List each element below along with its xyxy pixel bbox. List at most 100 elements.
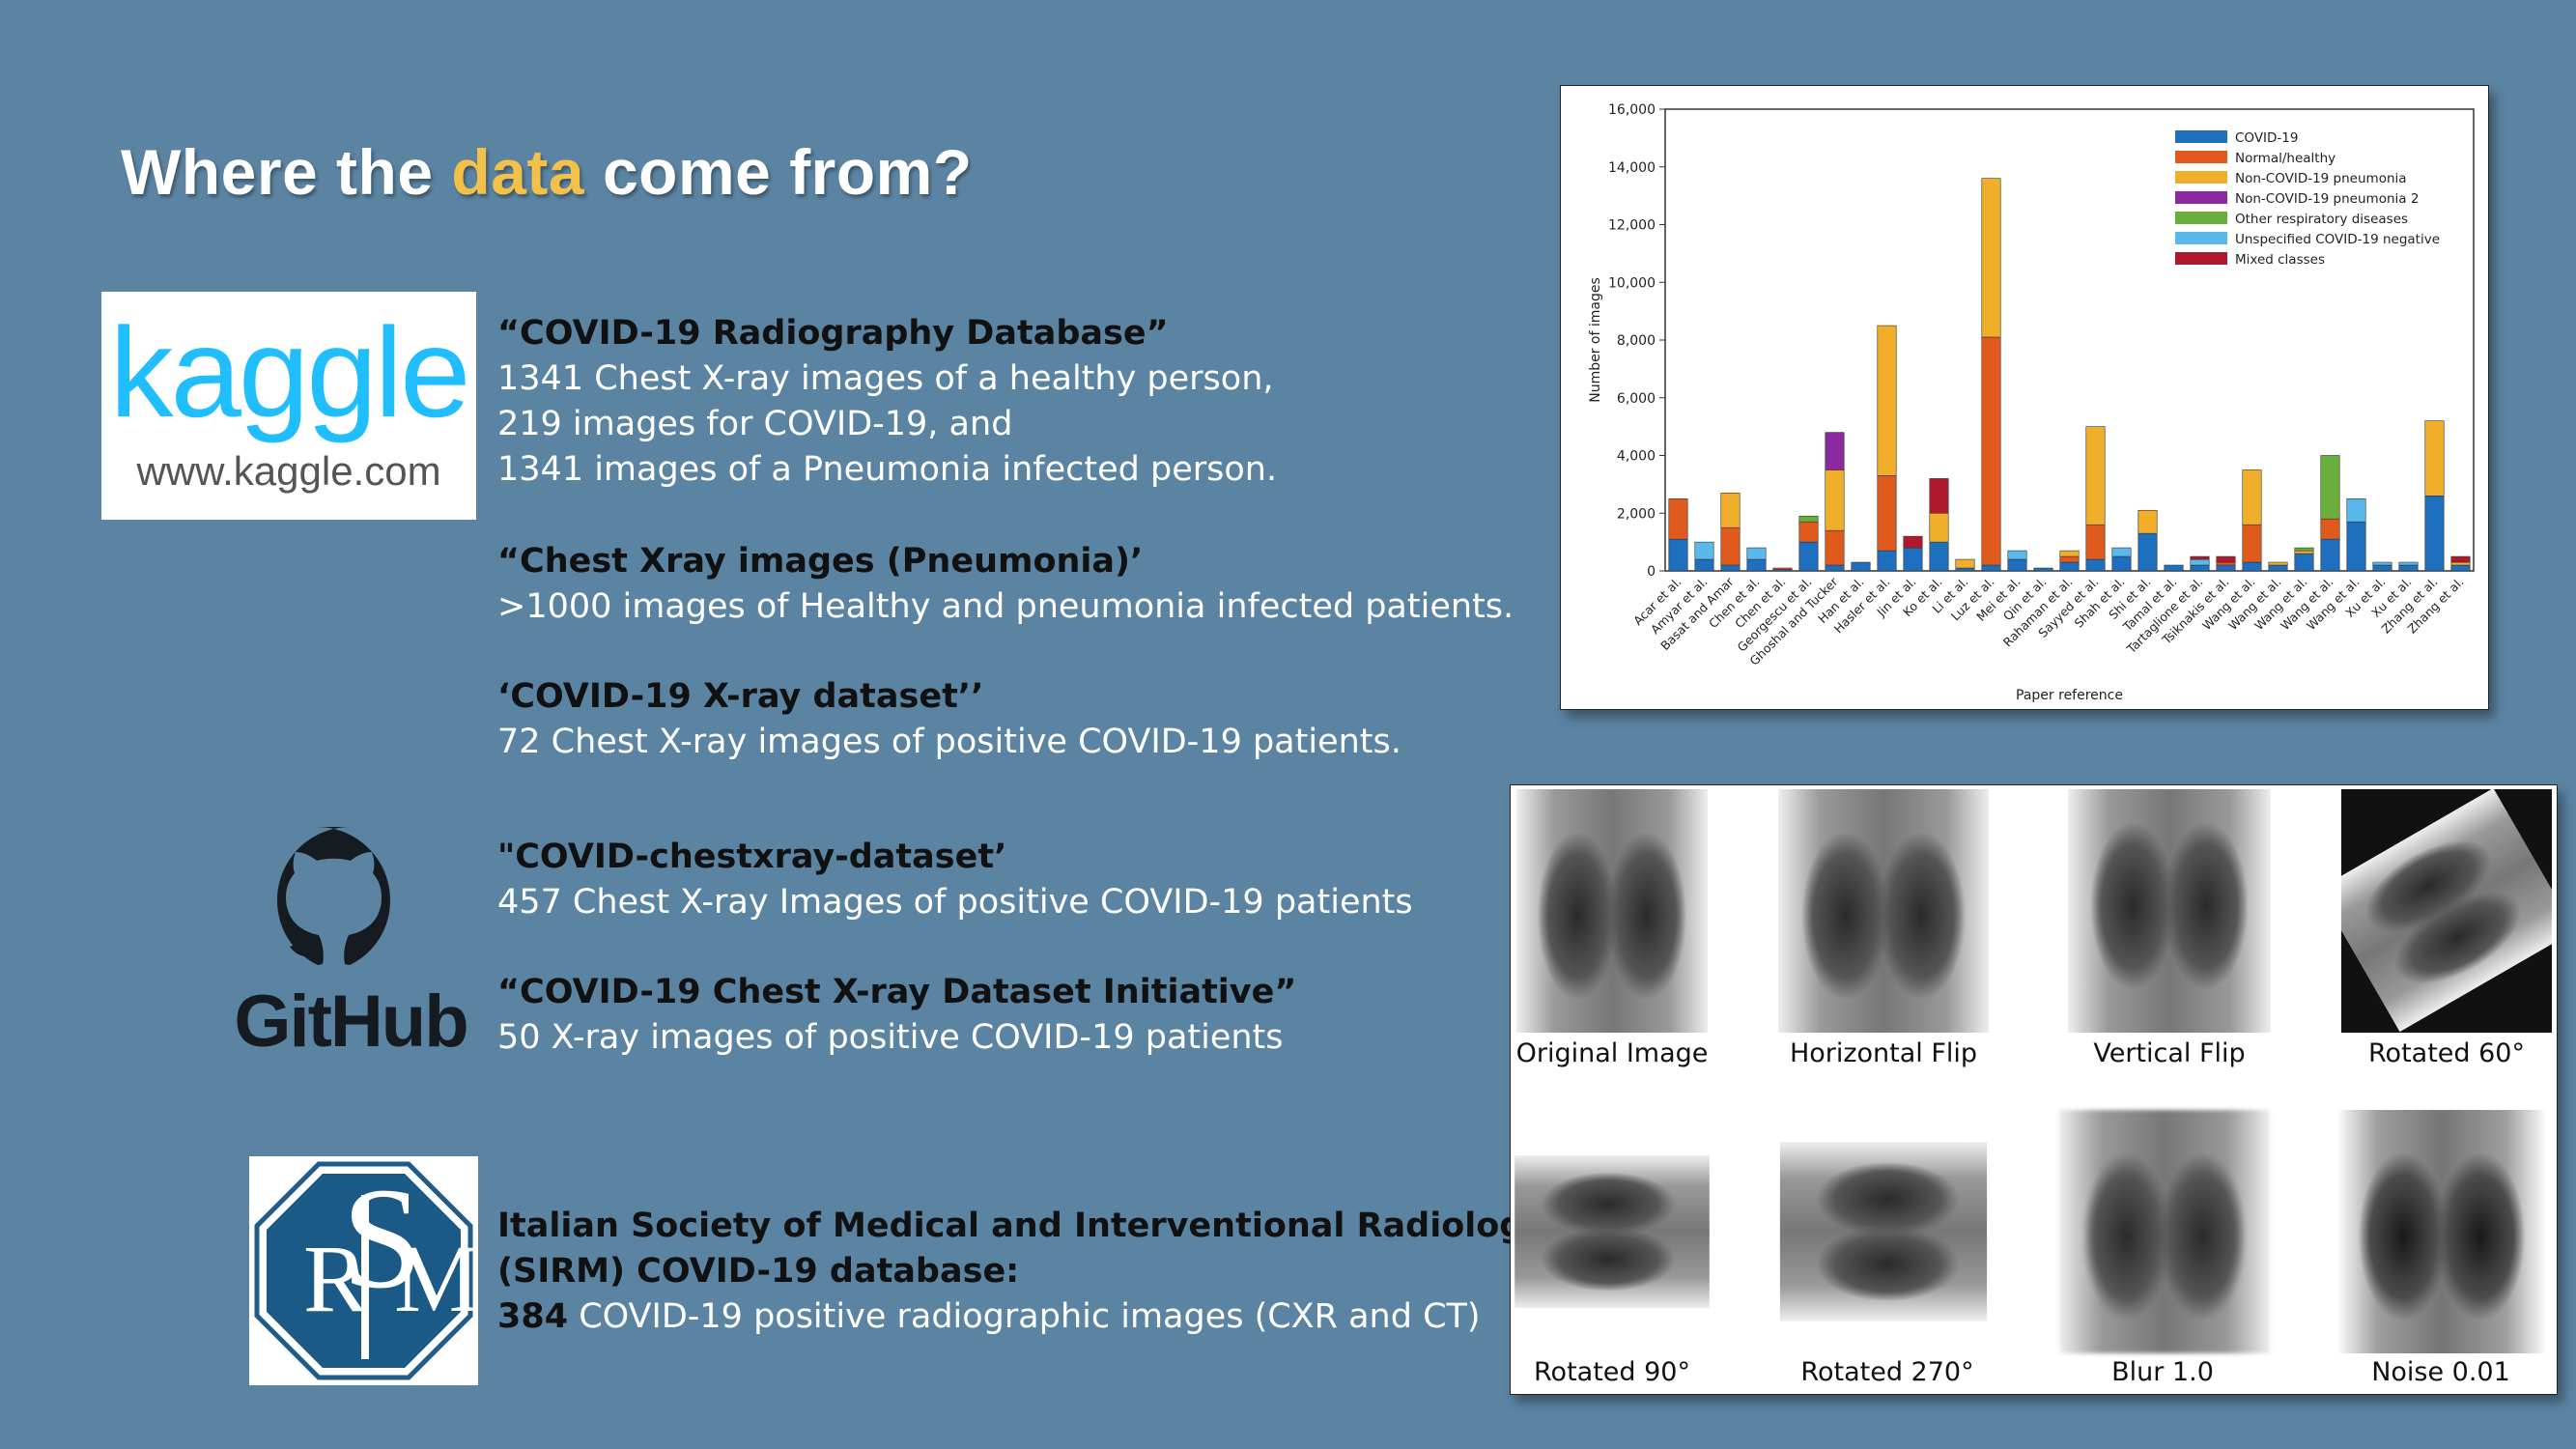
bar-segment [2294,553,2314,572]
xray-image-horizontal-flip [1778,789,1989,1033]
bar-segment [2372,561,2392,566]
source-count: 384 [497,1297,569,1336]
bar-segment [2059,561,2080,572]
bar-segment [2190,558,2210,566]
bar-segment [1746,547,1767,560]
legend-label: Non-COVID-19 pneumonia 2 [2235,191,2419,207]
legend-swatch [2175,191,2227,204]
source-radiography-db: “COVID-19 Radiography Database” 1341 Che… [497,311,1277,493]
y-tick-label: 10,000 [1608,275,1656,291]
github-logo: GitHub [220,823,481,1063]
bar-segment [1772,567,1793,570]
augment-label: Horizontal Flip [1789,1038,1978,1068]
bar-segment [2424,496,2445,572]
kaggle-logo-word: kaggle [109,301,471,443]
bar-segment [1746,558,1767,572]
y-tick-label: 16,000 [1608,102,1656,118]
source-title-2: (SIRM) COVID-19 database: [497,1252,1020,1291]
source-covid-chestxray-dataset: "COVID-chestxray-dataset’ 457 Chest X-ra… [497,835,1413,925]
bar-segment [2216,561,2236,566]
chart-svg: 0 2,000 4,000 6,000 8,000 10,000 12,000 14,000 1… [1588,102,2475,703]
legend-swatch [2175,151,2227,163]
source-title: Italian Society of Medical and Intervent… [497,1207,1546,1245]
svg-text:R: R [303,1225,368,1332]
bar-segment [2190,555,2210,560]
bar-segment [1929,541,1949,572]
bar-segment [1877,475,1897,552]
legend-swatch [2175,171,2227,184]
augmentation-examples: Original Image Horizontal Flip Vertical … [1510,784,2558,1395]
legend-swatch [2175,212,2227,224]
bar-segment [2450,555,2471,563]
dataset-size-chart: 0 2,000 4,000 6,000 8,000 10,000 12,000 14,000 1… [1560,85,2489,710]
augment-label: Noise 0.01 [2371,1357,2510,1387]
augment-label: Rotated 270° [1800,1357,1974,1387]
bar-segment [1825,564,1845,572]
y-tick-label: 8,000 [1617,333,1656,349]
bar-segment [2268,564,2288,572]
bar-segment [1929,512,1949,543]
sirm-logo: R M S [249,1156,480,1385]
augment-label: Vertical Flip [2093,1038,2246,1068]
github-logo-word: GitHub [234,980,468,1063]
bar-segment [1720,493,1741,528]
source-line: 1341 Chest X-ray images of a healthy per… [497,359,1274,398]
source-chest-xray-initiative: “COVID-19 Chest X-ray Dataset Initiative… [497,970,1296,1061]
y-tick-label: 2,000 [1617,506,1656,522]
bar-segment [2085,524,2106,560]
legend-label: Unspecified COVID-19 negative [2235,232,2440,247]
bar-segment [2424,420,2445,497]
bar-segment [2398,561,2419,566]
bar-segment [1877,325,1897,476]
augment-label: Rotated 90° [1534,1357,1690,1387]
bar-segment [2164,564,2184,572]
bar-segment [1903,547,1923,572]
source-line: 50 X-ray images of positive COVID-19 pat… [497,1018,1284,1057]
xray-image-rotated-90 [1514,1154,1710,1309]
bar-segment [2059,550,2080,557]
xray-image-rotated-270 [1779,1142,1988,1321]
bar-segment [2320,518,2340,540]
source-line-rest: COVID-19 positive radiographic images (C… [568,1297,1481,1336]
bar-segment [2346,521,2366,572]
title-post: come from? [584,136,973,208]
source-line: 457 Chest X-ray Images of positive COVID… [497,883,1413,922]
kaggle-logo-url: www.kaggle.com [136,448,441,494]
bar-segment [1694,558,1714,572]
source-title: “COVID-19 Chest X-ray Dataset Initiative… [497,973,1297,1011]
bar-segment [1981,564,2001,572]
octocat-icon [277,827,390,965]
legend-swatch [2175,252,2227,265]
bar-segment [2190,564,2210,572]
bar-segment [2346,498,2366,523]
xray-image-blur [2059,1110,2270,1353]
bar-segment [2268,561,2288,566]
bar-segment [1720,564,1741,572]
source-line: 384 COVID-19 positive radiographic image… [497,1294,1545,1340]
bar-segment [2007,558,2027,572]
bar-segment [1798,521,1819,543]
bar-segment [1798,541,1819,572]
legend-label: COVID-19 [2235,130,2298,146]
bar-segment [2059,555,2080,563]
legend-label: Normal/healthy [2235,151,2335,166]
bar-segment [1825,469,1845,531]
source-line: 72 Chest X-ray images of positive COVID-… [497,723,1401,761]
bar-segment [2242,524,2262,563]
bar-segment [2137,532,2158,572]
svg-text:M: M [394,1225,478,1332]
legend-label: Mixed classes [2235,252,2325,268]
bar-segment [2320,538,2340,572]
bar-segment [2450,564,2471,572]
augment-label: Blur 1.0 [2111,1357,2214,1387]
y-tick-label: 12,000 [1608,218,1656,234]
xray-image-vertical-flip [2068,789,2271,1033]
bar-segment [2111,555,2132,572]
title-pre: Where the [121,136,452,208]
source-line: 219 images for COVID-19, and [497,405,1013,443]
source-sirm-database: Italian Society of Medical and Intervent… [497,1204,1545,1340]
bar-segment [1720,526,1741,566]
source-title: “COVID-19 Radiography Database” [497,314,1169,353]
bar-segment [2294,547,2314,552]
legend-swatch [2175,232,2227,244]
